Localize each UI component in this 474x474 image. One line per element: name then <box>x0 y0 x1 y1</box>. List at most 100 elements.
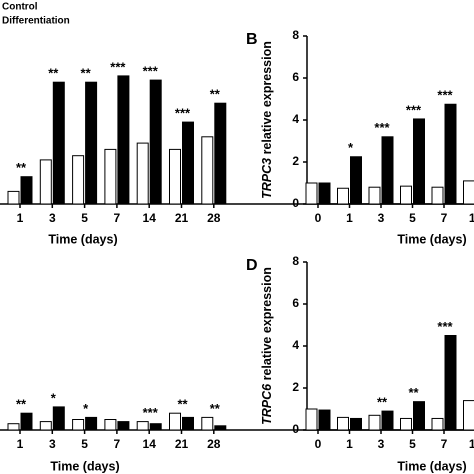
y-label-gene: TRPC3 <box>260 158 274 199</box>
bar <box>400 185 412 205</box>
bar <box>214 425 227 431</box>
significance: ** <box>408 385 419 400</box>
legend-label: Differentiation <box>2 16 70 27</box>
bar <box>431 417 444 431</box>
significance: *** <box>143 405 159 420</box>
bar <box>20 412 33 431</box>
bar <box>444 335 457 431</box>
bar <box>72 419 85 431</box>
significance: ** <box>210 401 221 416</box>
x-tick-label: 28 <box>207 211 221 225</box>
x-tick-label: 14 <box>469 437 474 451</box>
bar <box>400 417 412 431</box>
significance: *** <box>175 106 191 121</box>
significance: ** <box>48 66 59 81</box>
bar <box>104 419 117 431</box>
significance: ** <box>81 66 92 81</box>
y-label-gene: TRPC6 <box>260 383 274 425</box>
significance: * <box>83 401 89 416</box>
significance: ** <box>177 397 188 412</box>
y-tick-label: 8 <box>292 28 299 42</box>
y-axis-label: TRPC6 relative expression <box>260 267 274 425</box>
panel-letter: D <box>246 257 258 274</box>
x-tick-label: 28 <box>207 437 221 451</box>
x-tick-label: 3 <box>49 211 56 225</box>
bar <box>350 417 362 431</box>
y-tick-label: 8 <box>292 254 299 268</box>
x-tick-label: 0 <box>315 211 322 225</box>
y-axis-label: TRPC3 relative expression <box>260 41 274 199</box>
significance: *** <box>110 59 126 74</box>
x-tick-label: 7 <box>441 211 448 225</box>
x-tick-label: 3 <box>378 437 385 451</box>
x-tick-label: 21 <box>175 211 189 225</box>
x-tick-label: 5 <box>409 437 416 451</box>
bar <box>182 416 194 431</box>
bar <box>305 408 318 431</box>
bar <box>337 416 349 431</box>
significance: ** <box>210 87 221 102</box>
bar <box>463 180 474 205</box>
significance: *** <box>143 64 159 79</box>
bar <box>149 79 162 205</box>
x-tick-label: 21 <box>175 437 189 451</box>
bar <box>463 400 474 431</box>
y-tick-label: 4 <box>292 112 299 126</box>
significance: ** <box>16 160 27 175</box>
x-tick-label: 7 <box>114 437 121 451</box>
significance: *** <box>437 319 453 334</box>
bar <box>136 421 149 431</box>
bar <box>169 148 181 205</box>
x-tick-label: 1 <box>346 437 353 451</box>
bar <box>104 148 117 205</box>
bar <box>318 409 331 431</box>
x-tick-label: 5 <box>81 437 88 451</box>
bar <box>39 421 52 431</box>
bar <box>149 423 162 431</box>
x-tick-label: 3 <box>49 437 56 451</box>
significance: *** <box>437 88 453 103</box>
y-tick-label: 2 <box>292 154 299 168</box>
x-tick-label: 5 <box>81 211 88 225</box>
x-axis-label: Time (days) <box>397 232 466 246</box>
bar <box>368 186 381 205</box>
bar <box>413 401 425 431</box>
x-tick-label: 14 <box>143 211 157 225</box>
x-axis-label: Time (days) <box>50 459 119 473</box>
y-tick-label: 4 <box>292 338 299 352</box>
bar <box>318 182 331 205</box>
x-tick-label: 0 <box>315 437 322 451</box>
y-tick-label: 2 <box>292 380 299 394</box>
bar <box>7 190 20 205</box>
bar <box>20 176 33 205</box>
significance: * <box>348 140 354 155</box>
y-tick-label: 6 <box>292 296 299 310</box>
bar <box>214 102 227 205</box>
bar <box>52 81 65 205</box>
bar <box>136 142 149 205</box>
bar <box>117 421 130 431</box>
significance: ** <box>16 397 27 412</box>
y-tick-label: 6 <box>292 70 299 84</box>
bar <box>431 186 444 205</box>
bar <box>381 136 394 205</box>
y-tick-label: 0 <box>292 196 299 210</box>
bar <box>350 156 362 205</box>
bar <box>7 423 20 431</box>
x-tick-label: 1 <box>17 211 24 225</box>
legend-label: Control <box>2 2 38 13</box>
bar <box>444 103 457 205</box>
x-tick-label: 5 <box>409 211 416 225</box>
x-tick-label: 14 <box>143 437 157 451</box>
x-tick-label: 1 <box>346 211 353 225</box>
bar <box>182 121 194 205</box>
y-label-text: relative expression <box>260 41 274 154</box>
significance: * <box>51 390 57 405</box>
x-axis-label: Time (days) <box>48 232 117 246</box>
y-tick-label: 0 <box>292 422 299 436</box>
bar <box>72 155 85 205</box>
bar <box>413 118 425 205</box>
panel-letter: B <box>246 31 258 48</box>
bar <box>85 81 98 205</box>
